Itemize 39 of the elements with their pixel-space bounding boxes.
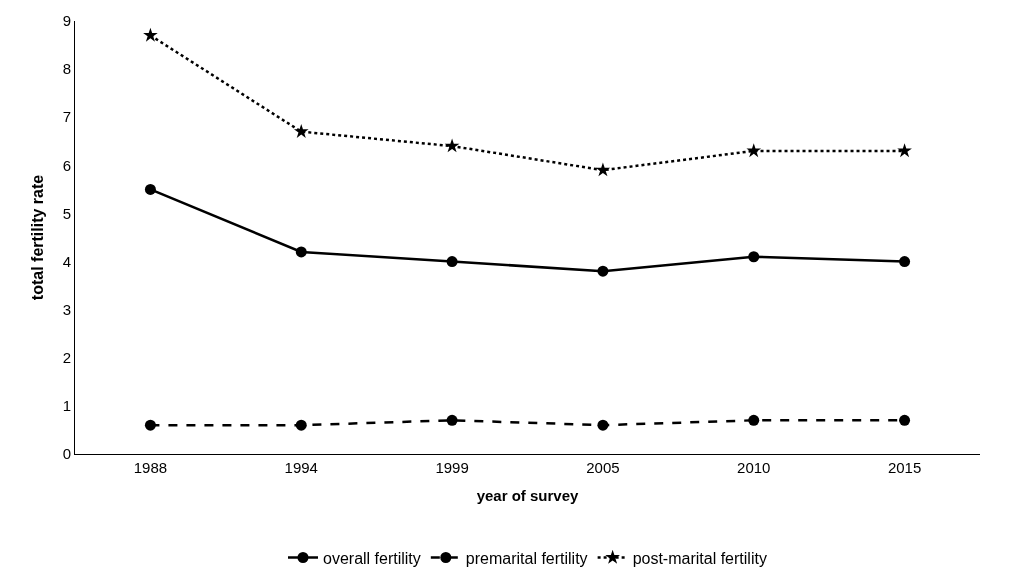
y-tick-label: 8: [62, 60, 71, 78]
x-tick-label: 2005: [586, 459, 620, 476]
point: [144, 183, 156, 195]
point: [748, 251, 760, 263]
x-tick-label: 1999: [435, 459, 469, 476]
legend-label: overall fertility: [323, 549, 421, 567]
point: [597, 419, 609, 431]
point: [295, 246, 307, 258]
y-tick-label: 7: [62, 108, 71, 126]
point: [446, 256, 458, 268]
point: [899, 414, 911, 426]
y-tick-label: 5: [62, 204, 71, 222]
point: [748, 414, 760, 426]
y-tick-label: 6: [62, 156, 71, 174]
point: [746, 143, 762, 158]
x-tick-label: 1988: [133, 459, 168, 476]
y-tick-label: 2: [62, 349, 71, 367]
x-tick-label: 2015: [887, 459, 922, 476]
point: [446, 414, 458, 426]
point: [144, 419, 156, 431]
y-axis-title: total fertility rate: [28, 174, 46, 301]
y-tick-label: 4: [62, 252, 71, 270]
point: [897, 143, 912, 158]
y-tick-label: 9: [62, 12, 71, 30]
x-axis-title: year of survey: [476, 487, 580, 504]
legend-label: premarital fertility: [465, 549, 588, 567]
point: [597, 265, 609, 277]
x-tick-label: 2010: [737, 459, 771, 476]
y-tick-label: 3: [62, 300, 71, 318]
point: [899, 256, 911, 268]
y-tick-label: 1: [62, 397, 71, 415]
point: [293, 123, 309, 138]
x-tick-label: 1994: [284, 459, 318, 476]
legend-label: post-marital fertility: [632, 549, 767, 567]
y-tick-label: 0: [62, 445, 71, 463]
point: [595, 162, 611, 177]
point: [444, 138, 460, 153]
point: [143, 27, 158, 42]
point: [295, 419, 307, 431]
